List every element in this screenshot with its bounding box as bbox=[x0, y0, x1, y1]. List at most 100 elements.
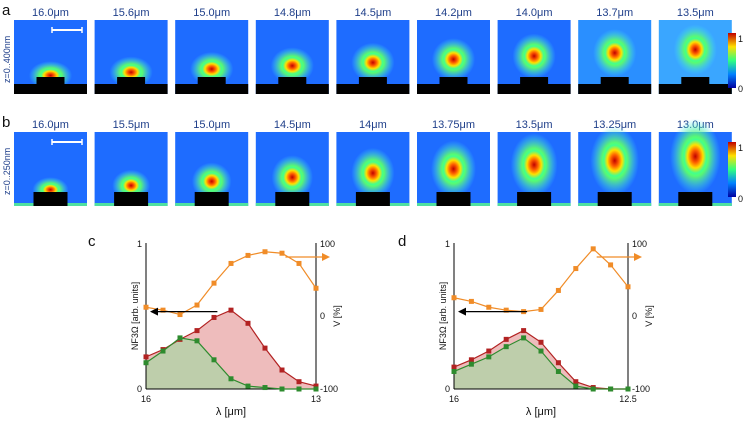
green-point bbox=[279, 386, 285, 392]
red-point bbox=[143, 354, 149, 360]
red-point bbox=[279, 367, 285, 373]
y-right-tick-label: 0 bbox=[320, 311, 325, 321]
orange-point bbox=[608, 262, 614, 268]
orange-point bbox=[194, 302, 200, 308]
row-b-heatmaps: 16.0μm 15.5μm 15.0μm 14.5μm 14μm 13.75μm 13.5μ… bbox=[14, 118, 732, 206]
substrate bbox=[175, 84, 249, 94]
green-point bbox=[625, 386, 631, 392]
red-point bbox=[538, 339, 544, 345]
field-hotspot bbox=[280, 164, 304, 190]
green-area bbox=[454, 337, 628, 389]
wavelength-label: 14.8μm bbox=[274, 7, 311, 19]
green-point bbox=[177, 335, 183, 341]
red-point bbox=[468, 357, 474, 363]
green-point bbox=[160, 348, 166, 354]
red-point bbox=[451, 364, 457, 370]
orange-point bbox=[160, 307, 166, 313]
wavelength-label: 14.5μm bbox=[274, 119, 311, 131]
orange-point bbox=[555, 287, 561, 293]
nanostructure bbox=[278, 77, 307, 85]
wavelength-label: 13.25μm bbox=[593, 119, 636, 131]
orange-point bbox=[177, 312, 183, 318]
y-left-axis-title: NF3Ω [arb. units] bbox=[130, 282, 140, 350]
y-right-tick-label: -100 bbox=[632, 384, 650, 394]
nanostructure bbox=[114, 192, 149, 206]
wavelength-label: 16.0μm bbox=[32, 7, 69, 19]
field-hotspot bbox=[280, 55, 305, 77]
orange-point bbox=[503, 307, 509, 313]
red-point bbox=[211, 314, 217, 320]
orange-point bbox=[228, 260, 234, 266]
orange-point bbox=[486, 304, 492, 310]
green-point bbox=[538, 348, 544, 354]
colorbar-b-max: 1 bbox=[738, 143, 743, 153]
green-point bbox=[608, 386, 614, 392]
field-hotspot bbox=[602, 39, 627, 67]
field-hotspot bbox=[360, 159, 385, 188]
field-hotspot bbox=[441, 47, 466, 72]
nanostructure bbox=[355, 192, 390, 206]
colorbar-b bbox=[728, 142, 736, 197]
wavelength-label: 14.2μm bbox=[435, 7, 472, 19]
nanostructure bbox=[517, 192, 552, 206]
field-hotspot bbox=[360, 51, 385, 74]
orange-point bbox=[279, 250, 285, 256]
row-a-side-label: z=0..400nm bbox=[2, 36, 12, 83]
wavelength-label: 13.5μm bbox=[677, 7, 714, 19]
green-point bbox=[468, 361, 474, 367]
y-left-tick-label: 0 bbox=[445, 384, 450, 394]
orange-point bbox=[573, 266, 579, 272]
y-right-tick-label: -100 bbox=[320, 384, 338, 394]
red-point bbox=[228, 307, 234, 313]
green-point bbox=[211, 357, 217, 363]
nanostructure bbox=[436, 192, 471, 206]
orange-point bbox=[211, 280, 217, 286]
orange-point bbox=[625, 284, 631, 290]
substrate bbox=[658, 84, 732, 94]
wavelength-label: 14μm bbox=[359, 119, 387, 131]
red-point bbox=[573, 379, 579, 385]
nanostructure bbox=[36, 77, 65, 85]
panel-letter-b: b bbox=[2, 114, 10, 131]
y-right-tick-label: 0 bbox=[632, 311, 637, 321]
red-point bbox=[503, 336, 509, 342]
red-point bbox=[313, 383, 319, 389]
nanostructure bbox=[597, 192, 632, 206]
nanostructure bbox=[275, 192, 310, 206]
nanostructure bbox=[681, 77, 710, 85]
x-tick-label: 13 bbox=[311, 394, 321, 404]
green-point bbox=[590, 386, 596, 392]
field-hotspot bbox=[601, 141, 629, 180]
wavelength-label: 14.0μm bbox=[516, 7, 553, 19]
panel-letter-d: d bbox=[398, 233, 406, 250]
green-point bbox=[555, 368, 561, 374]
orange-point bbox=[296, 260, 302, 266]
orange-point bbox=[468, 298, 474, 304]
wavelength-label: 15.5μm bbox=[113, 119, 150, 131]
orange-point bbox=[538, 306, 544, 312]
substrate bbox=[578, 84, 652, 94]
nanostructure bbox=[358, 77, 387, 85]
orange-point bbox=[451, 295, 457, 301]
y-right-axis-title: V [%] bbox=[644, 305, 654, 327]
wavelength-label: 15.0μm bbox=[193, 119, 230, 131]
wavelength-label: 13.5μm bbox=[516, 119, 553, 131]
panel-letter-c: c bbox=[88, 233, 96, 250]
green-point bbox=[451, 368, 457, 374]
field-hotspot bbox=[683, 35, 708, 64]
orange-point bbox=[262, 249, 268, 255]
wavelength-label: 15.0μm bbox=[193, 7, 230, 19]
arrow-right-head bbox=[322, 253, 330, 261]
wavelength-label: 13.75μm bbox=[432, 119, 475, 131]
y-right-axis-title: V [%] bbox=[332, 305, 342, 327]
green-point bbox=[194, 338, 200, 344]
wavelength-label: 13.7μm bbox=[596, 7, 633, 19]
arrow-left-head bbox=[150, 307, 158, 316]
nanostructure bbox=[117, 77, 146, 85]
row-a-heatmaps: 16.0μm 15.6μm 15.0μm 14.8μm 14.5μm 14.2μm 14.0… bbox=[14, 7, 732, 94]
colorbar-a-max: 1 bbox=[738, 34, 743, 44]
x-tick-label: 16 bbox=[449, 394, 459, 404]
green-point bbox=[486, 354, 492, 360]
